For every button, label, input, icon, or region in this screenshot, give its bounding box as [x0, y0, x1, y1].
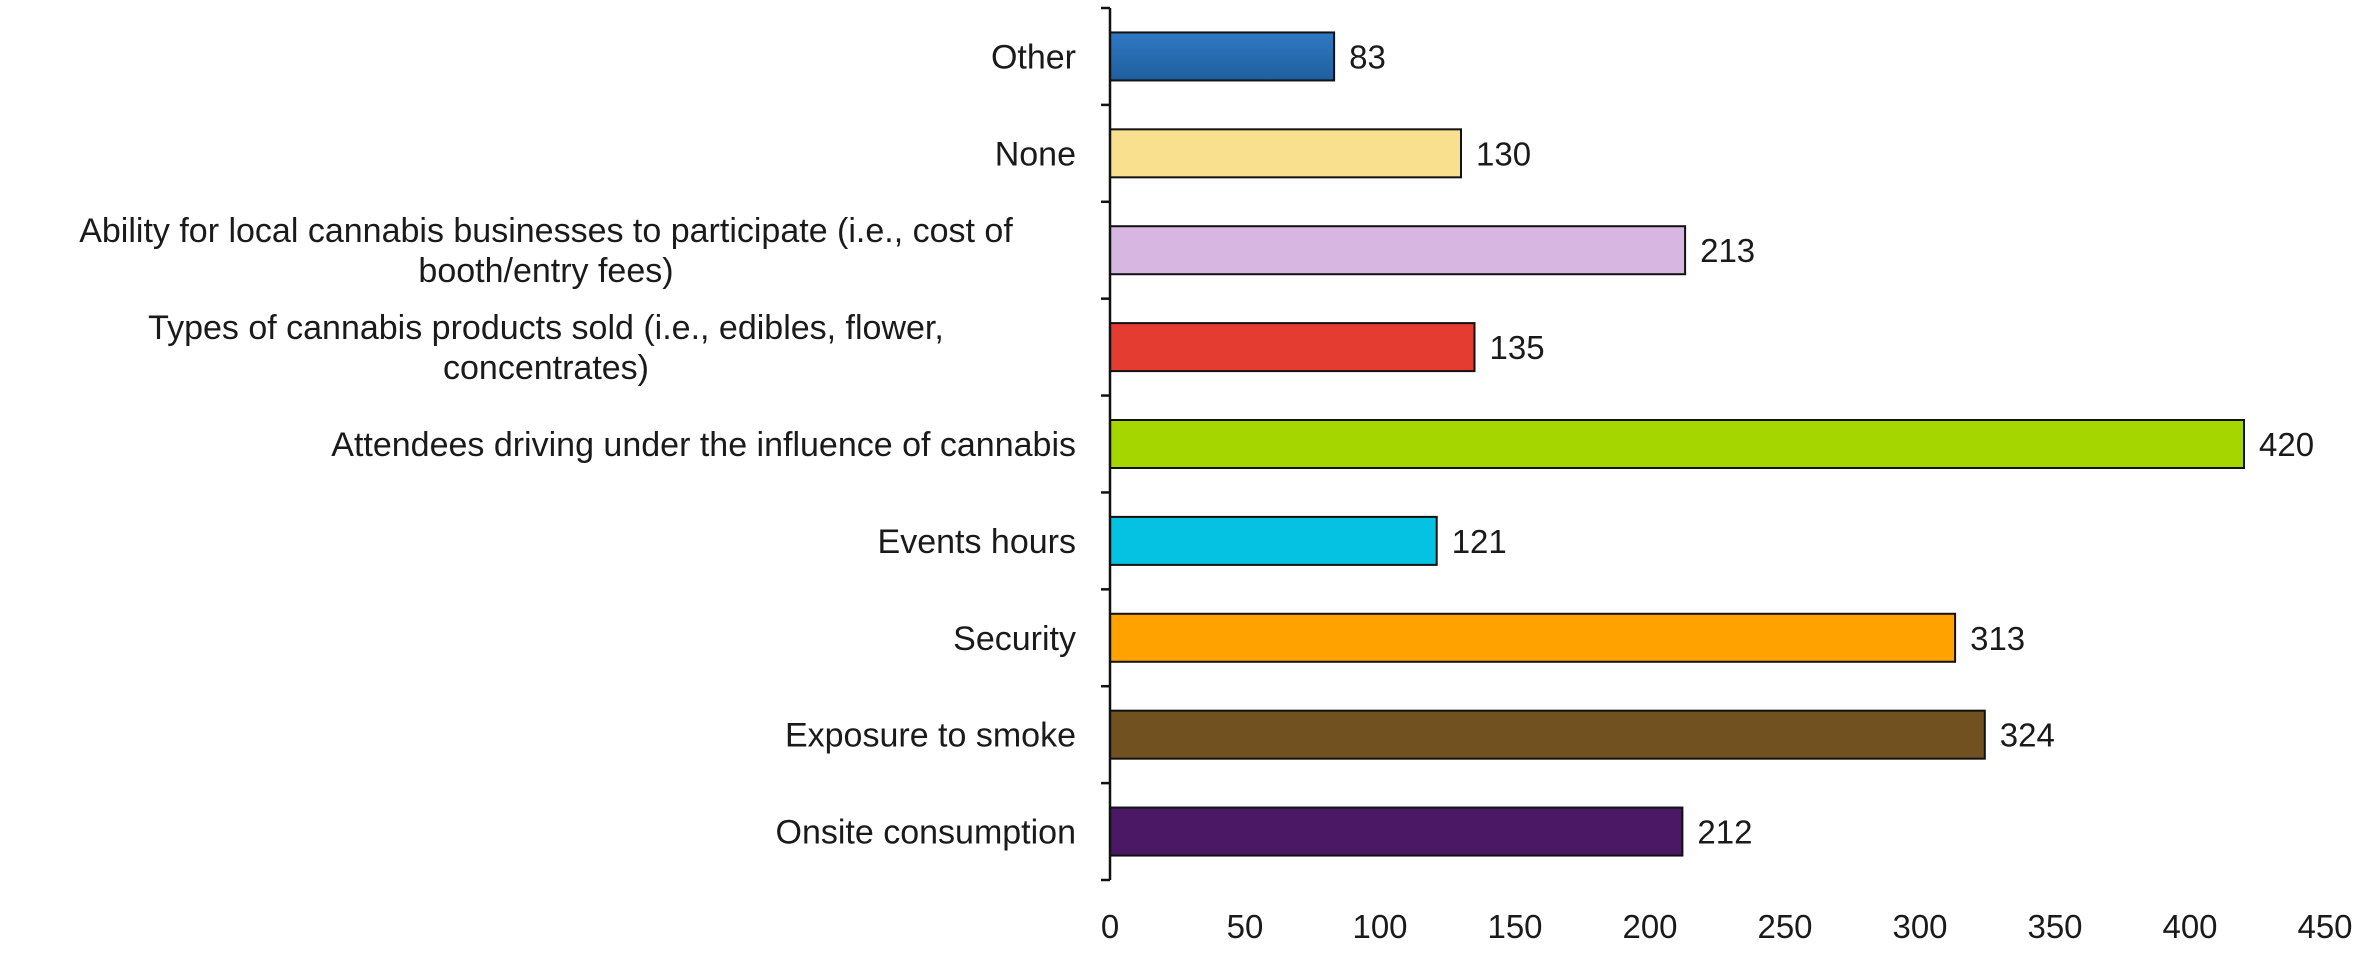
bar-5 [1109, 515, 1438, 566]
bar-1 [1109, 128, 1462, 179]
category-label-0: Other [991, 38, 1076, 76]
category-label-8: Onsite consumption [776, 814, 1077, 852]
category-label-3-line-0: Types of cannabis products sold (i.e., e… [148, 309, 944, 347]
value-label-2: 213 [1700, 232, 1755, 269]
value-label-1: 130 [1476, 135, 1531, 172]
category-label-1: None [995, 135, 1076, 173]
category-label-3-line-1: concentrates) [443, 349, 649, 387]
bars-layer [1109, 31, 2245, 857]
category-label-2-line-0: Ability for local cannabis businesses to… [79, 212, 1013, 250]
category-label-3: Types of cannabis products sold (i.e., e… [148, 309, 944, 387]
value-label-5: 121 [1452, 523, 1507, 560]
x-tick-label-8: 400 [2162, 908, 2217, 945]
x-tick-label-7: 350 [2027, 908, 2082, 945]
x-tick-label-6: 300 [1892, 908, 1947, 945]
bar-4 [1109, 419, 2245, 469]
value-label-7: 324 [2000, 717, 2055, 754]
bar-2 [1109, 225, 1687, 276]
value-label-0: 83 [1349, 38, 1386, 75]
category-label-7: Exposure to smoke [785, 717, 1076, 755]
value-label-8: 212 [1697, 814, 1752, 851]
value-label-6: 313 [1970, 620, 2025, 657]
value-label-3: 135 [1490, 329, 1545, 366]
category-label-2-line-1: booth/entry fees) [418, 252, 673, 290]
bar-7 [1109, 709, 1986, 760]
bar-0 [1109, 31, 1336, 82]
bar-8 [1109, 806, 1684, 857]
category-label-6: Security [953, 620, 1076, 658]
value-label-4: 420 [2259, 426, 2314, 463]
axes [1101, 6, 1112, 882]
bar-3 [1109, 322, 1476, 373]
x-tick-label-4: 200 [1622, 908, 1677, 945]
x-tick-label-5: 250 [1757, 908, 1812, 945]
x-tick-label-9: 450 [2297, 908, 2352, 945]
x-tick-label-2: 100 [1352, 908, 1407, 945]
x-tick-label-1: 50 [1227, 908, 1264, 945]
category-label-4: Attendees driving under the influence of… [331, 426, 1076, 464]
category-label-5: Events hours [878, 523, 1076, 561]
labels-layer: 83 Other 130 None 213 Ability for local canna… [79, 38, 2352, 945]
x-tick-label-0: 0 [1101, 908, 1119, 945]
bar-6 [1109, 612, 1957, 663]
category-label-2: Ability for local cannabis businesses to… [79, 212, 1013, 290]
x-tick-label-3: 150 [1487, 908, 1542, 945]
